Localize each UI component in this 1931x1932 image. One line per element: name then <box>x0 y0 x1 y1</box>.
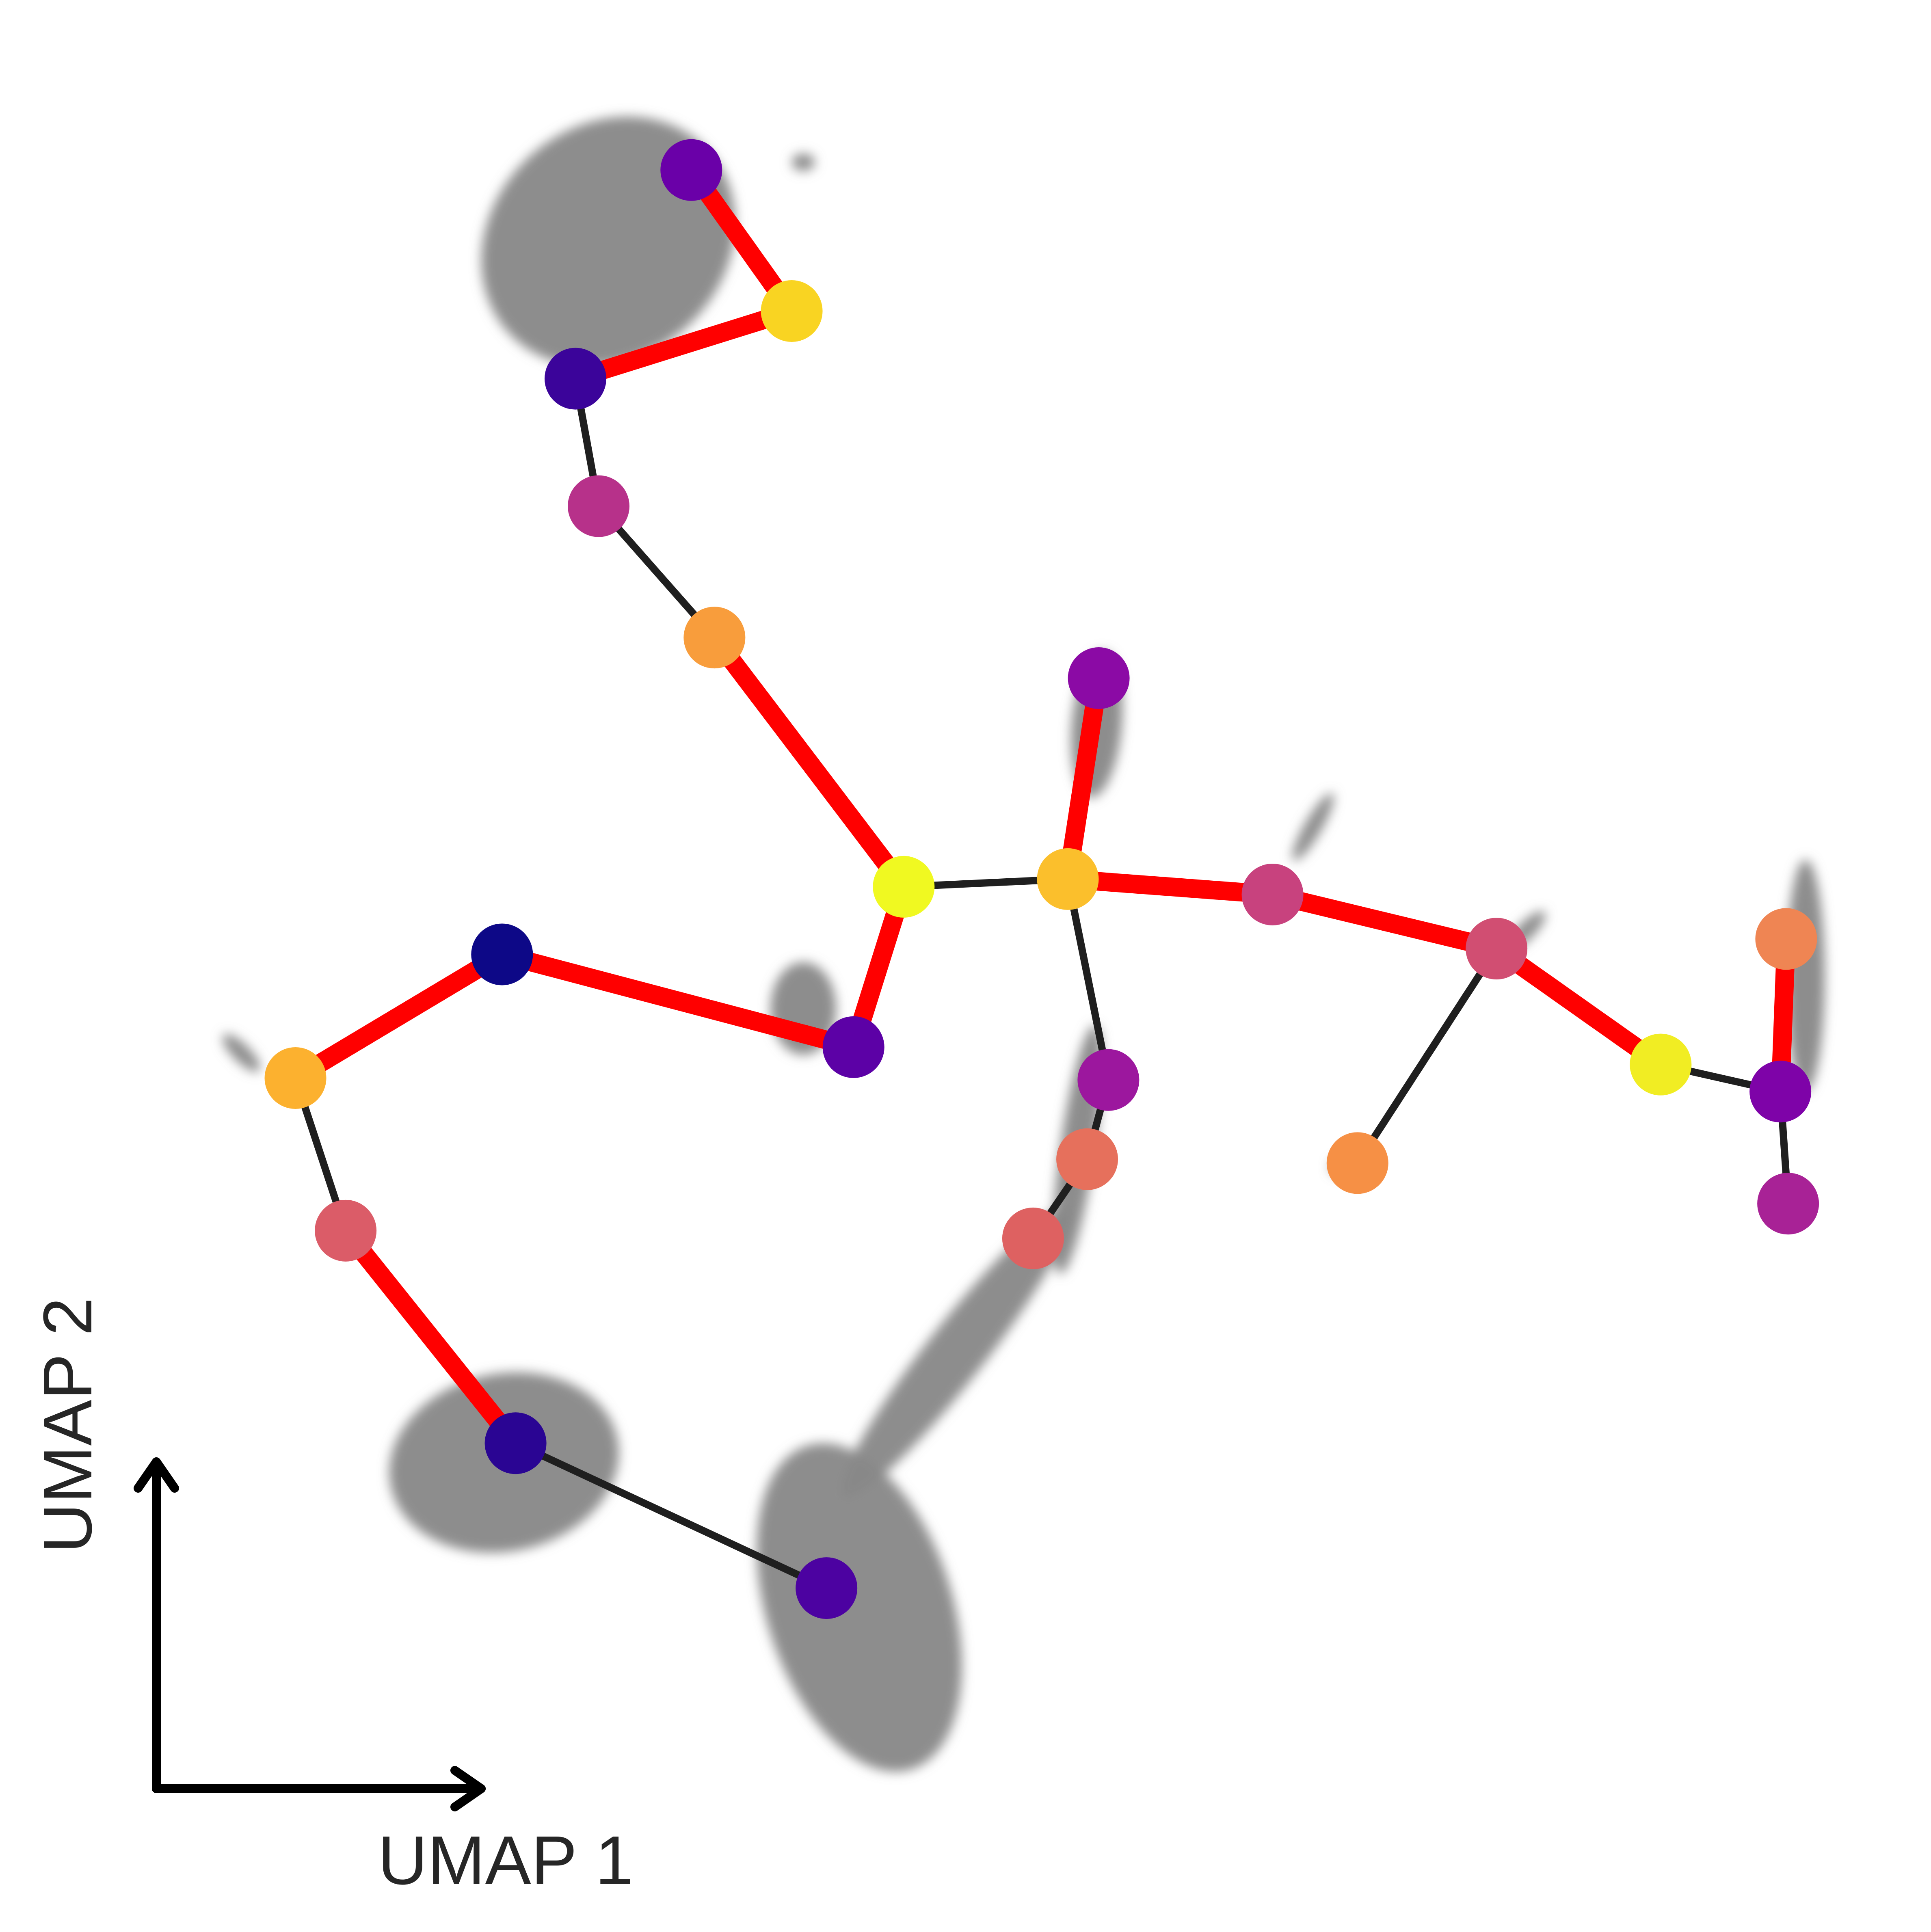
trajectory-node-14 <box>1326 1132 1388 1194</box>
x-axis-label: UMAP 1 <box>378 1822 634 1899</box>
trajectory-node-4 <box>683 607 746 669</box>
trajectory-node-9 <box>1466 918 1528 980</box>
cell-cluster-top-speck <box>791 153 815 171</box>
trajectory-node-3 <box>568 475 630 537</box>
highlight-edge-8-9 <box>1263 885 1506 958</box>
y-axis-arrowhead <box>134 1457 179 1493</box>
trajectory-node-11 <box>1749 1061 1812 1123</box>
cell-cluster-left-streak <box>223 1034 260 1072</box>
trajectory-node-20 <box>264 1047 327 1109</box>
highlight-edge-18-19 <box>493 945 863 1057</box>
trajectory-node-16 <box>1056 1128 1118 1190</box>
cell-cluster-stream-lower <box>840 1206 1071 1498</box>
edge-6-15 <box>1064 875 1112 1084</box>
trajectory-node-8 <box>1241 863 1304 925</box>
cell-cluster-right-streak-1 <box>1292 793 1334 861</box>
trajectory-node-2 <box>544 348 606 410</box>
y-axis-label: UMAP 2 <box>29 1297 106 1553</box>
trajectory-node-7 <box>1068 647 1130 709</box>
background-cells <box>223 117 1825 1772</box>
trajectory-node-21 <box>315 1199 377 1262</box>
edge-9-14 <box>1354 945 1501 1167</box>
trajectory-node-5 <box>873 856 935 918</box>
highlight-edge-4-5 <box>705 628 913 896</box>
trajectory-node-22 <box>484 1412 547 1474</box>
axis-indicator: UMAP 1 UMAP 2 <box>29 1297 634 1899</box>
trajectory-node-19 <box>471 923 533 985</box>
trajectory-node-15 <box>1077 1049 1140 1111</box>
highlight-edge-6-7 <box>1058 669 1108 888</box>
edge-22-23 <box>512 1439 830 1592</box>
trajectory-node-0 <box>660 139 722 201</box>
highlight-edge-9-10 <box>1487 939 1670 1074</box>
x-axis-arrowhead <box>450 1766 486 1811</box>
trajectory-node-13 <box>1757 1173 1819 1235</box>
cell-cluster-bottom-center <box>757 1443 962 1772</box>
trajectory-node-23 <box>796 1557 858 1619</box>
trajectory-node-1 <box>761 280 823 342</box>
trajectory-node-6 <box>1037 848 1099 910</box>
trajectory-node-10 <box>1630 1033 1692 1096</box>
trajectory-node-12 <box>1755 908 1817 970</box>
highlight-edge-1-2 <box>566 302 801 388</box>
highlight-edge-19-20 <box>286 945 512 1087</box>
trajectory-node-18 <box>822 1016 884 1078</box>
highlight-edge-21-22 <box>336 1221 525 1453</box>
trajectory-nodes <box>264 139 1819 1619</box>
trajectory-node-17 <box>1002 1207 1064 1269</box>
highlight-edge-6-8 <box>1058 869 1282 904</box>
